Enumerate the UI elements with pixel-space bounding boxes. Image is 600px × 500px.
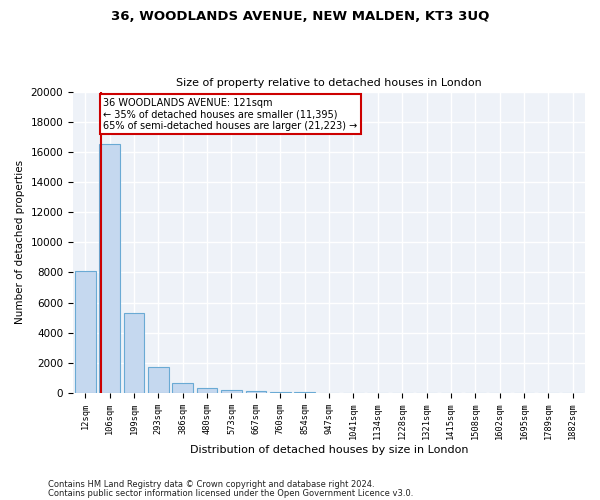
Bar	[75, 271, 95, 393]
Y-axis label: Number of detached properties: Number of detached properties	[15, 160, 25, 324]
Title: Size of property relative to detached houses in London: Size of property relative to detached ho…	[176, 78, 482, 88]
Bar	[172, 383, 193, 393]
X-axis label: Distribution of detached houses by size in London: Distribution of detached houses by size …	[190, 445, 468, 455]
Bar	[124, 313, 145, 393]
Bar	[148, 368, 169, 393]
Text: 36, WOODLANDS AVENUE, NEW MALDEN, KT3 3UQ: 36, WOODLANDS AVENUE, NEW MALDEN, KT3 3U…	[111, 10, 489, 23]
Bar	[197, 388, 217, 393]
Bar	[221, 390, 242, 393]
Bar	[245, 392, 266, 393]
Bar	[270, 392, 290, 393]
Bar	[294, 392, 315, 393]
Text: Contains HM Land Registry data © Crown copyright and database right 2024.: Contains HM Land Registry data © Crown c…	[48, 480, 374, 489]
Text: Contains public sector information licensed under the Open Government Licence v3: Contains public sector information licen…	[48, 489, 413, 498]
Text: 36 WOODLANDS AVENUE: 121sqm
← 35% of detached houses are smaller (11,395)
65% of: 36 WOODLANDS AVENUE: 121sqm ← 35% of det…	[103, 98, 357, 131]
Bar	[99, 144, 120, 393]
